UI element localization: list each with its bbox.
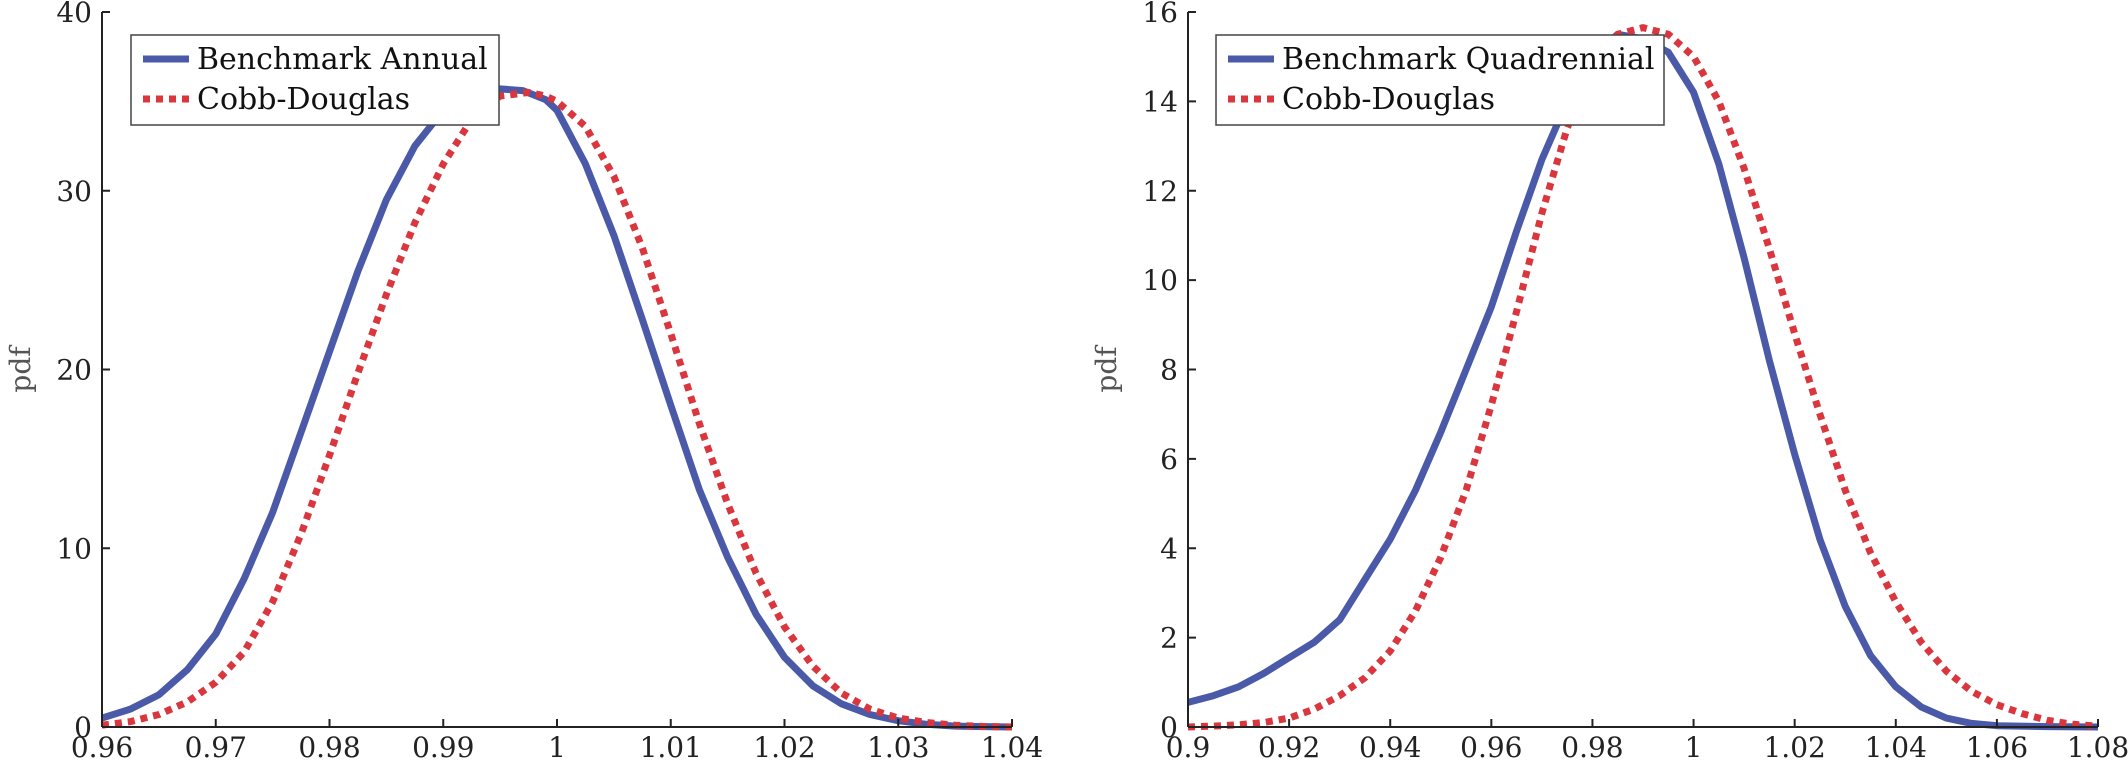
series-line-cobb-douglas [101,88,1013,731]
y-axis-label: pdf [1090,344,1123,393]
x-tick-label: 0.98 [1561,731,1623,764]
legend: Benchmark Annual Cobb-Douglas [130,34,500,126]
y-tick-label: 20 [56,354,92,387]
legend-label: Benchmark Quadrennial [1282,42,1654,77]
x-tick-label: 1 [1685,731,1703,764]
x-tick-label: 0.98 [298,731,360,764]
y-tick-label: 6 [1160,443,1178,476]
chart-panel-1: 0.96 0.97 0.98 0.99 1 1.01 1.02 1.03 1.04 0 10 20 30… [4,0,1043,764]
x-tick-label: 1.04 [981,731,1043,764]
legend: Benchmark Quadrennial Cobb-Douglas [1215,34,1665,126]
x-tick-label: 1.03 [867,731,929,764]
y-tick-label: 30 [56,175,92,208]
x-tick-label: 1.02 [1763,731,1825,764]
legend-label: Cobb-Douglas [1282,82,1495,117]
legend-label: Cobb-Douglas [197,82,410,117]
y-tick-label: 14 [1142,85,1178,118]
x-tick-label: 0.97 [185,731,247,764]
series-line-benchmark [100,85,1013,731]
x-tick-label: 0.96 [71,731,133,764]
y-tick-label: 10 [1142,264,1178,297]
y-tick-label: 0 [1160,711,1178,744]
x-tick-label: 1 [548,731,566,764]
y-tick-label: 12 [1142,175,1178,208]
series-line-cobb-douglas [1187,24,2099,731]
y-tick-label: 40 [56,0,92,29]
y-tick-label: 4 [1160,532,1178,565]
legend-label: Benchmark Annual [197,42,488,77]
x-tick-label: 1.08 [2067,731,2128,764]
x-tick-label: 1.04 [1865,731,1927,764]
x-tick-label: 0.92 [1258,731,1320,764]
y-tick-label: 2 [1160,622,1178,655]
x-tick-label: 0.9 [1166,731,1211,764]
x-tick-label: 1.06 [1966,731,2028,764]
y-tick-label: 0 [74,711,92,744]
x-tick-label: 0.99 [412,731,474,764]
legend-box [1215,34,1665,126]
y-tick-label: 16 [1142,0,1178,29]
series-line-benchmark [1187,30,2099,731]
x-tick-label: 0.94 [1359,731,1421,764]
x-tick-label: 1.01 [640,731,702,764]
y-tick-label: 10 [56,532,92,565]
y-tick-label: 8 [1160,354,1178,387]
chart-panel-2: 0.9 0.92 0.94 0.96 0.98 1 1.02 1.04 1.06 1.08 0 2 4 6… [1090,0,2128,764]
x-tick-label: 1.02 [753,731,815,764]
x-tick-label: 0.96 [1460,731,1522,764]
legend-box [130,34,500,126]
y-axis-label: pdf [4,344,37,393]
